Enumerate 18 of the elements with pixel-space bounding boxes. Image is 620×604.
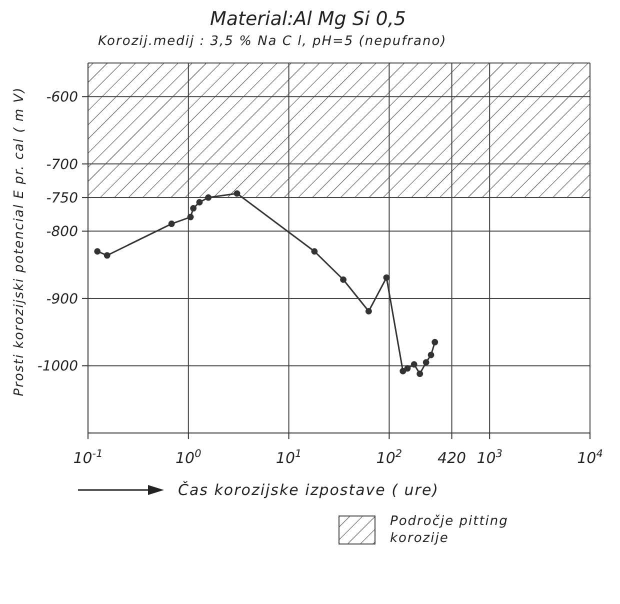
chart-title: Material:Al Mg Si 0,5 [209, 8, 407, 30]
x-tick-label: 10$^{1}$ [276, 448, 302, 467]
band-label: Področje pitting korozije [390, 513, 510, 547]
y-tick-label: -1000 [37, 358, 78, 375]
x-tick-label: 10$^{4}$ [577, 448, 603, 467]
x-tick-label: 10$^{2}$ [376, 448, 402, 467]
y-tick-label: -600 [46, 90, 78, 106]
y-tick-label: -700 [46, 156, 78, 173]
y-axis-title: Prosti korozijski potencial E pr. cal ( m V) [12, 86, 28, 396]
chart-subtitle: Korozij.medij : 3,5 % Na C l, pH=5 (nepufrano) [98, 34, 448, 49]
x-axis-title: Čas korozijske izpostave ( ure) [178, 481, 440, 499]
x-tick-label: 10$^{-1}$ [73, 448, 103, 467]
y-tick-label: -750 [46, 190, 78, 207]
y-tick-label: -900 [46, 291, 78, 308]
x-tick-label: 10$^{3}$ [476, 448, 502, 467]
y-tick-label: -800 [46, 224, 78, 240]
x-tick-label: 420 [437, 449, 466, 467]
x-tick-label: 10$^{0}$ [176, 448, 202, 467]
